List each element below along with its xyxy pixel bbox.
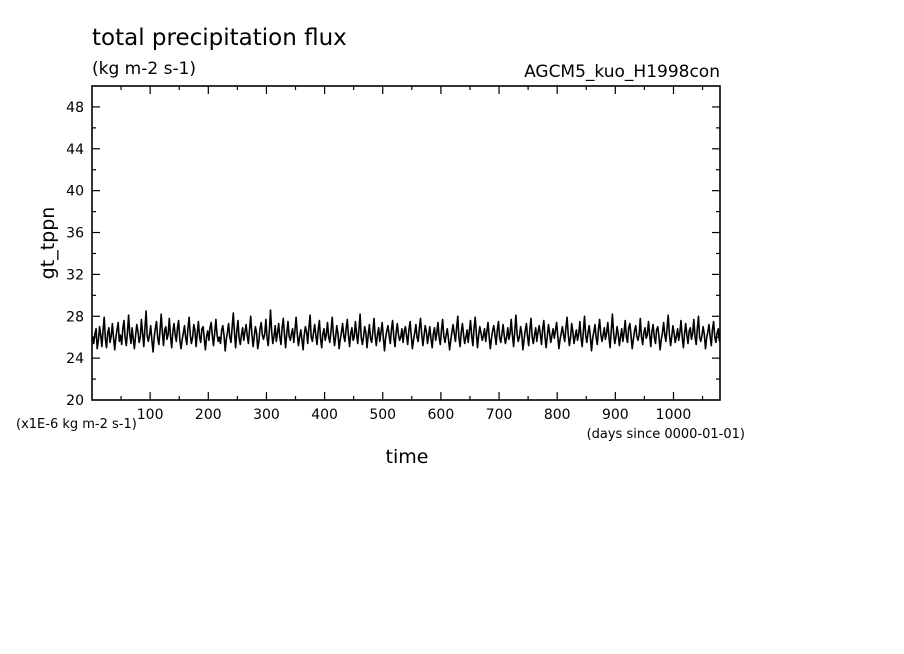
x-axis-label: time [386, 446, 429, 468]
y-tick-label: 28 [66, 309, 84, 325]
x-tick-label: 700 [486, 407, 513, 423]
axis-ticks [92, 86, 720, 400]
chart-title: total precipitation flux [92, 25, 347, 51]
x-tick-label: 300 [253, 407, 280, 423]
y-tick-label: 44 [66, 142, 84, 158]
x-tick-label: 400 [311, 407, 338, 423]
x-tick-labels: 100 200 300 400 500 600 700 800 900 1000 [137, 407, 692, 423]
y-tick-label: 24 [66, 351, 84, 367]
x-units-note: (days since 0000-01-01) [587, 427, 745, 442]
y-scale-note: (x1E-6 kg m-2 s-1) [16, 417, 137, 432]
x-tick-label: 1000 [656, 407, 692, 423]
x-tick-label: 100 [137, 407, 164, 423]
y-tick-label: 32 [66, 267, 84, 283]
chart-units: (kg m-2 s-1) [92, 59, 196, 79]
experiment-label: AGCM5_kuo_H1998con [524, 62, 720, 82]
y-tick-labels: 20 24 28 32 36 40 44 48 [66, 100, 84, 409]
x-tick-label: 600 [428, 407, 455, 423]
y-tick-label: 40 [66, 184, 84, 200]
x-tick-label: 900 [602, 407, 629, 423]
plot-frame [91, 85, 721, 401]
y-tick-label: 20 [66, 393, 84, 409]
y-tick-label: 48 [66, 100, 84, 116]
y-tick-label: 36 [66, 226, 84, 242]
series-line [91, 309, 721, 353]
x-tick-label: 200 [195, 407, 222, 423]
y-axis-label: gt_tppn [37, 207, 59, 280]
x-tick-label: 500 [369, 407, 396, 423]
x-tick-label: 800 [544, 407, 571, 423]
